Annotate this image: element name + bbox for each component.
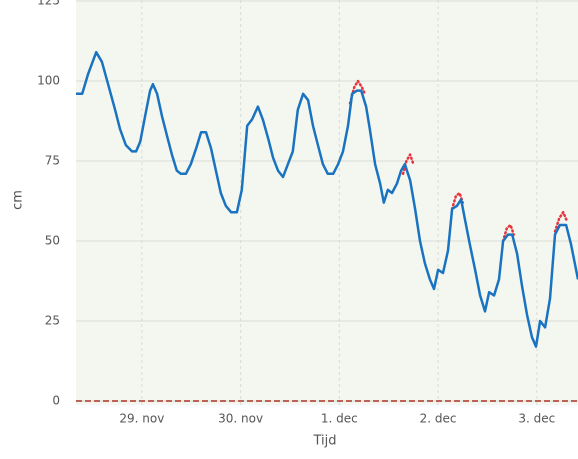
series-line bbox=[348, 79, 569, 243]
y-tick-label: 100 bbox=[37, 74, 60, 88]
plot-background bbox=[76, 0, 578, 405]
y-tick-label: 125 bbox=[37, 0, 60, 8]
x-tick-label: 29. nov bbox=[119, 412, 164, 426]
x-tick-label: 3. dec bbox=[518, 412, 555, 426]
series-line bbox=[76, 50, 578, 348]
x-tick-label: 2. dec bbox=[420, 412, 457, 426]
y-tick-label: 50 bbox=[45, 234, 60, 248]
y-tick-label: 75 bbox=[45, 154, 60, 168]
y-tick-label: 25 bbox=[45, 314, 60, 328]
y-tick-label: 0 bbox=[52, 394, 60, 408]
x-tick-label: 30. nov bbox=[218, 412, 263, 426]
x-tick-label: 1. dec bbox=[321, 412, 358, 426]
y-axis-label: cm bbox=[11, 190, 26, 210]
x-axis-label: Tijd bbox=[312, 434, 336, 449]
